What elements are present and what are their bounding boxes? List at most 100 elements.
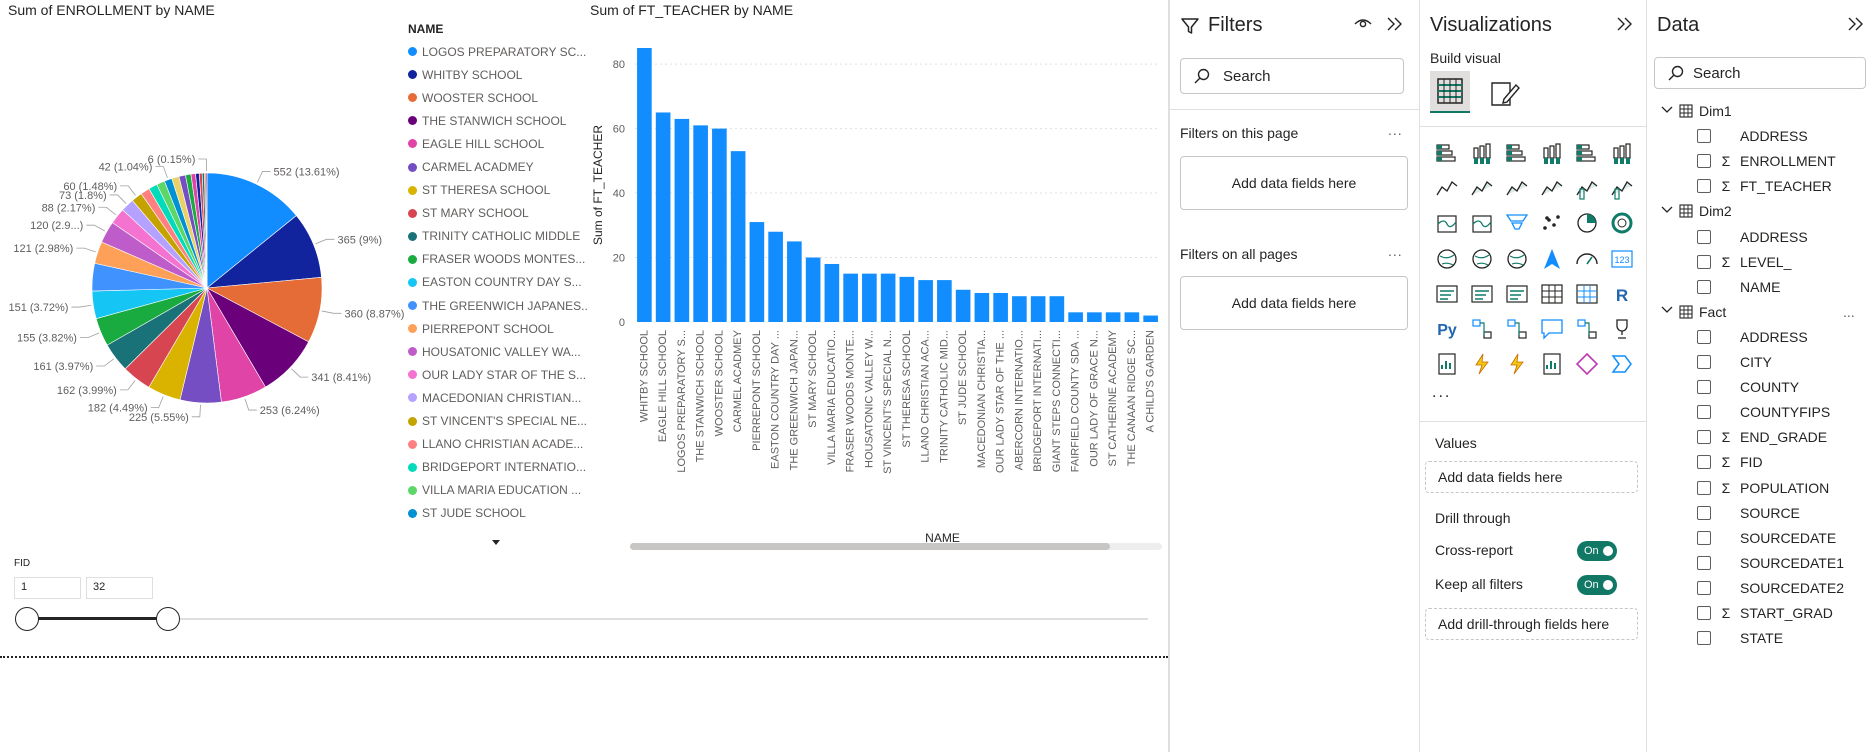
scatter-chart-icon[interactable] <box>1539 210 1565 236</box>
azure-map-icon[interactable] <box>1539 246 1565 272</box>
legend-item[interactable]: VILLA MARIA EDUCATION ... <box>408 479 588 502</box>
stacked-area-chart-icon[interactable] <box>1504 175 1530 201</box>
field-checkbox[interactable] <box>1697 606 1711 620</box>
power-apps-icon[interactable] <box>1469 351 1495 377</box>
legend-item[interactable]: PIERREPONT SCHOOL <box>408 317 588 340</box>
paginated-report-icon[interactable] <box>1434 351 1460 377</box>
legend-item[interactable]: THE STANWICH SCHOOL <box>408 109 588 132</box>
field-item[interactable]: SOURCEDATE1 <box>1647 548 1871 578</box>
power-automate-icon[interactable] <box>1504 351 1530 377</box>
field-item[interactable]: Σ END_GRADE <box>1647 422 1871 452</box>
bar[interactable] <box>955 289 971 322</box>
field-item[interactable]: SOURCEDATE <box>1647 523 1871 553</box>
legend-item[interactable]: LOGOS PREPARATORY SC... <box>408 40 588 63</box>
bar[interactable] <box>637 48 652 322</box>
r-visual-icon[interactable]: R <box>1609 281 1635 307</box>
clustered-bar-chart-icon[interactable] <box>1504 140 1530 166</box>
100-stacked-area-chart-icon[interactable] <box>1539 175 1565 201</box>
slicer-icon[interactable] <box>1504 281 1530 307</box>
bar[interactable] <box>768 231 783 322</box>
field-item[interactable]: SOURCEDATE2 <box>1647 573 1871 603</box>
field-item[interactable]: Σ FT_TEACHER <box>1647 171 1871 201</box>
donut-chart-icon[interactable] <box>1609 210 1635 236</box>
slider-min-handle[interactable] <box>15 607 39 631</box>
bar[interactable] <box>862 273 877 322</box>
treemap-icon[interactable] <box>1434 246 1460 272</box>
multi-row-card-icon[interactable] <box>1434 281 1460 307</box>
drill-through-well[interactable]: Add drill-through fields here <box>1425 608 1638 640</box>
line-column-chart-icon[interactable] <box>1574 175 1600 201</box>
chevron-down-icon[interactable] <box>1661 204 1675 219</box>
bar[interactable] <box>918 280 933 322</box>
legend-item[interactable]: HOUSATONIC VALLEY WA... <box>408 340 588 363</box>
matrix-icon[interactable] <box>1574 281 1600 307</box>
bar[interactable] <box>824 263 840 322</box>
smart-narrative-icon[interactable] <box>1574 316 1600 342</box>
legend-item[interactable]: ST THERESA SCHOOL <box>408 179 588 202</box>
waterfall-chart-icon[interactable] <box>1469 210 1495 236</box>
pie-slice[interactable] <box>206 172 297 289</box>
filters-all-pages-well[interactable]: Add data fields here <box>1180 276 1408 330</box>
ribbon-chart-icon[interactable] <box>1434 210 1460 236</box>
bar[interactable] <box>749 222 765 322</box>
legend-item[interactable]: CARMEL ACADMEY <box>408 155 588 178</box>
slicer-min-input[interactable]: 1 <box>14 577 81 599</box>
slicer-max-input[interactable]: 32 <box>86 577 153 599</box>
bar[interactable] <box>1012 296 1027 322</box>
stacked-bar-chart-icon[interactable] <box>1434 140 1460 166</box>
pie-chart[interactable]: 552 (13.61%) 365 (9%) 360 (8.87%) 341 (8.41… <box>0 0 410 430</box>
more-options-button[interactable]: ... <box>1388 243 1403 259</box>
legend-item[interactable]: TRINITY CATHOLIC MIDDLE <box>408 225 588 248</box>
field-item[interactable]: CITY <box>1647 347 1871 377</box>
field-checkbox[interactable] <box>1697 455 1711 470</box>
bar[interactable] <box>880 273 896 322</box>
bar[interactable] <box>993 292 1008 322</box>
line-stacked-column-chart-icon[interactable] <box>1609 175 1635 201</box>
legend-item[interactable]: EAGLE HILL SCHOOL <box>408 132 588 155</box>
legend-item[interactable]: ST MARY SCHOOL <box>408 202 588 225</box>
legend-item[interactable]: FRASER WOODS MONTES... <box>408 248 588 271</box>
field-item[interactable]: ADDRESS <box>1647 322 1871 352</box>
legend-item[interactable]: BRIDGEPORT INTERNATIO... <box>408 456 588 479</box>
slider-max-handle[interactable] <box>156 607 180 631</box>
field-item[interactable]: STATE <box>1647 623 1871 653</box>
legend-item[interactable]: EASTON COUNTRY DAY S... <box>408 271 588 294</box>
field-item[interactable]: Σ START_GRAD <box>1647 598 1871 628</box>
field-checkbox[interactable] <box>1697 129 1711 144</box>
format-visual-icon[interactable] <box>1486 75 1522 111</box>
python-visual-icon[interactable]: Py <box>1434 316 1460 342</box>
more-options-button[interactable]: ... <box>1388 122 1403 138</box>
legend-item[interactable]: THE GREENWICH JAPANES... <box>408 294 588 317</box>
field-checkbox[interactable] <box>1697 179 1711 194</box>
bar[interactable] <box>899 276 915 322</box>
decomposition-tree-icon[interactable] <box>1504 316 1530 342</box>
legend-item[interactable]: WOOSTER SCHOOL <box>408 86 588 109</box>
field-checkbox[interactable] <box>1697 254 1711 269</box>
chevron-down-icon[interactable] <box>1661 104 1675 119</box>
field-item[interactable]: Σ POPULATION <box>1647 473 1871 503</box>
bar[interactable] <box>712 128 727 322</box>
legend-scroll-down-icon[interactable] <box>492 540 500 545</box>
cross-report-toggle[interactable]: On <box>1577 541 1617 561</box>
key-influencers-icon[interactable] <box>1469 316 1495 342</box>
line-chart-icon[interactable] <box>1434 175 1460 201</box>
chevron-down-icon[interactable] <box>1661 304 1675 319</box>
field-item[interactable]: COUNTYFIPS <box>1647 397 1871 427</box>
bar[interactable] <box>787 241 802 322</box>
field-item[interactable]: ADDRESS <box>1647 121 1871 151</box>
field-checkbox[interactable] <box>1697 555 1711 570</box>
funnel-chart-icon[interactable] <box>1504 210 1530 236</box>
table-node-fact[interactable]: Fact... <box>1647 297 1871 327</box>
legend-item[interactable]: WHITBY SCHOOL <box>408 63 588 86</box>
bar[interactable] <box>1030 296 1046 322</box>
build-visual-tab[interactable] <box>1430 71 1470 113</box>
bar[interactable] <box>655 112 671 323</box>
bar[interactable] <box>1143 315 1158 322</box>
bar[interactable] <box>1105 312 1121 322</box>
card-icon[interactable]: 123 <box>1609 246 1635 272</box>
stacked-column-chart-icon[interactable] <box>1469 140 1495 166</box>
field-checkbox[interactable] <box>1697 480 1711 495</box>
filters-search-input[interactable]: Search <box>1180 58 1404 94</box>
bar[interactable] <box>693 125 708 322</box>
gauge-icon[interactable] <box>1574 246 1600 272</box>
